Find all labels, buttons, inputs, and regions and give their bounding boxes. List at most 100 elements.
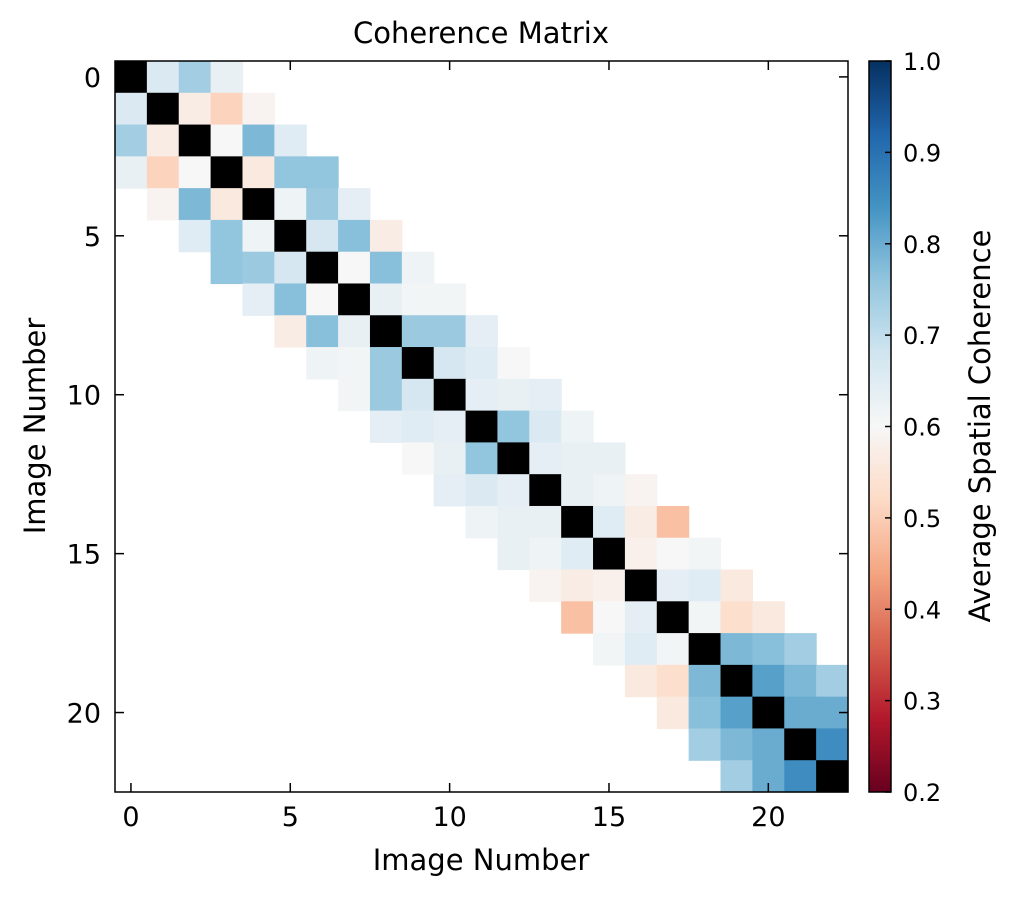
- heatmap-cell: [274, 219, 307, 253]
- heatmap-cell: [752, 601, 785, 634]
- heatmap-cell: [497, 378, 530, 412]
- heatmap-cell: [497, 410, 530, 443]
- heatmap-cell: [369, 283, 403, 316]
- heatmap-cell: [242, 219, 275, 253]
- heatmap-cell: [561, 537, 594, 571]
- heatmap-cell: [529, 410, 562, 443]
- x-axis-label: Image Number: [373, 843, 590, 877]
- heatmap-cell: [784, 728, 817, 761]
- colorbar-tick-label: 0.4: [903, 596, 941, 624]
- colorbar-tick-label: 0.7: [903, 322, 941, 350]
- heatmap-cell: [274, 188, 307, 221]
- heatmap-cell: [816, 728, 849, 761]
- heatmap-cell: [433, 410, 467, 443]
- heatmap-cell: [656, 696, 690, 730]
- heatmap-cell: [306, 219, 339, 253]
- heatmap-cell: [146, 61, 180, 94]
- heatmap-cell: [306, 188, 339, 221]
- heatmap-cell: [433, 378, 467, 412]
- heatmap-cell: [497, 347, 530, 380]
- heatmap-cell: [593, 569, 626, 602]
- heatmap-cell: [529, 474, 562, 507]
- colorbar-ticks: 0.2 0.3 0.4 0.5 0.6 0.7 0.8 0.9 1.0: [885, 48, 941, 807]
- heatmap-cell: [656, 601, 690, 634]
- heatmap-cell: [529, 505, 562, 539]
- heatmap-cell: [593, 633, 626, 666]
- heatmap-cell: [624, 537, 658, 571]
- heatmap-cell: [688, 601, 722, 634]
- heatmap-cell: [210, 219, 244, 253]
- heatmap-cell: [433, 315, 467, 348]
- heatmap-cell: [624, 505, 658, 539]
- colorbar-tick-label: 0.3: [903, 688, 941, 716]
- heatmap-cell: [338, 378, 371, 412]
- heatmap-cell: [401, 410, 435, 443]
- heatmap-cell: [593, 474, 626, 507]
- heatmap-cell: [146, 92, 180, 126]
- heatmap-cell: [338, 188, 371, 221]
- heatmap-cell: [561, 442, 594, 475]
- heatmap-cell: [816, 664, 849, 698]
- heatmap-cell: [401, 442, 435, 475]
- heatmap-cell: [497, 537, 530, 571]
- heatmap-cell: [178, 61, 212, 94]
- heatmap-cell: [369, 219, 403, 253]
- heatmap-cell: [465, 347, 499, 380]
- heatmap-cell: [306, 251, 339, 285]
- heatmap-cell: [242, 188, 275, 221]
- heatmap-cell: [784, 696, 817, 730]
- heatmap-cell: [593, 442, 626, 475]
- heatmap-cell: [178, 124, 212, 157]
- heatmap-cell: [210, 251, 244, 285]
- heatmap-cell: [369, 410, 403, 443]
- heatmap-cell: [561, 569, 594, 602]
- heatmap-cell: [720, 569, 753, 602]
- heatmap-cell: [752, 728, 785, 761]
- heatmap-cell: [784, 633, 817, 666]
- heatmap-cell: [115, 156, 148, 189]
- heatmap-cell: [306, 347, 339, 380]
- heatmap-cell: [561, 601, 594, 634]
- heatmap-cell: [401, 347, 435, 380]
- heatmap-cell: [210, 124, 244, 157]
- heatmap-cell: [115, 92, 148, 126]
- heatmap-cell: [306, 156, 339, 189]
- heatmap-cell: [210, 92, 244, 126]
- heatmap-cell: [242, 92, 275, 126]
- heatmap-cell: [242, 156, 275, 189]
- heatmap-cell: [242, 124, 275, 157]
- heatmap-cell: [369, 251, 403, 285]
- heatmap-cell: [752, 664, 785, 698]
- heatmap-cell: [369, 378, 403, 412]
- heatmap-cell: [242, 283, 275, 316]
- heatmap-cell: [465, 505, 499, 539]
- y-tick-label: 0: [84, 63, 101, 94]
- colorbar-label: Average Spatial Coherence: [963, 230, 997, 623]
- heatmap-cell: [401, 378, 435, 412]
- heatmap-cell: [274, 251, 307, 285]
- heatmap-cell: [688, 728, 722, 761]
- heatmap-cell: [720, 696, 753, 730]
- heatmap-cell: [465, 378, 499, 412]
- heatmap-cell: [146, 188, 180, 221]
- heatmap-cell: [816, 760, 849, 793]
- y-axis-label: Image Number: [18, 318, 52, 535]
- heatmap-cell: [720, 664, 753, 698]
- heatmap-cell: [720, 633, 753, 666]
- heatmap-cell: [688, 569, 722, 602]
- colorbar-tick-label: 0.5: [903, 505, 941, 533]
- heatmap-cell: [593, 537, 626, 571]
- heatmap-cell: [529, 569, 562, 602]
- heatmap-cell: [656, 505, 690, 539]
- colorbar-tick-label: 0.6: [903, 414, 941, 442]
- heatmap-cell: [688, 696, 722, 730]
- heatmap-cell: [178, 188, 212, 221]
- x-tick-label: 5: [282, 802, 299, 833]
- heatmap-cell: [210, 61, 244, 94]
- heatmap-cell: [624, 474, 658, 507]
- colorbar-tick-label: 1.0: [903, 48, 941, 76]
- heatmap-cell: [146, 124, 180, 157]
- heatmap-cell: [433, 474, 467, 507]
- heatmap-cell: [720, 728, 753, 761]
